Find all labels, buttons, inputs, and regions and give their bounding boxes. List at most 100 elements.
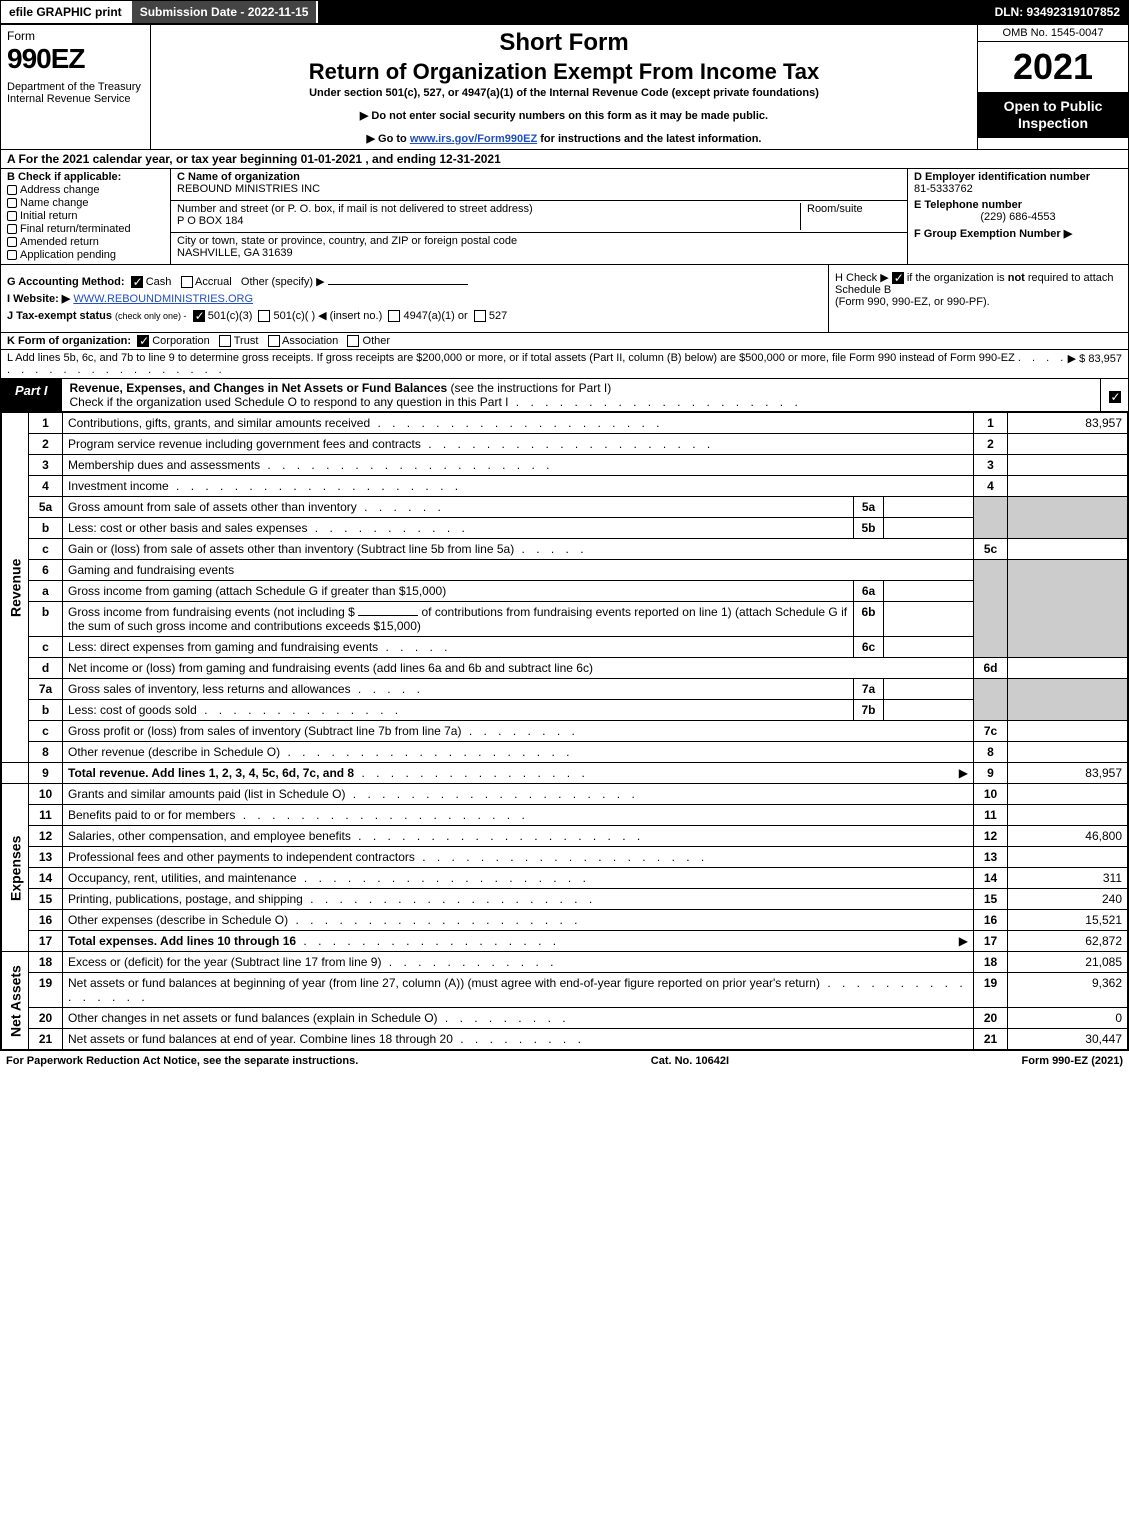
line-16-value: 15,521 [1008, 910, 1128, 931]
chk-4947[interactable] [388, 310, 400, 322]
city-label: City or town, state or province, country… [177, 235, 901, 247]
chk-cash[interactable] [131, 276, 143, 288]
form-title: Return of Organization Exempt From Incom… [161, 59, 967, 85]
line-6d-value [1008, 658, 1128, 679]
part-i-check-line: Check if the organization used Schedule … [70, 395, 509, 409]
line-20-rlabel: 20 [974, 1008, 1008, 1029]
chk-name-change[interactable]: Name change [7, 197, 164, 209]
k-trust: Trust [234, 335, 259, 347]
chk-corporation[interactable] [137, 335, 149, 347]
submission-date: Submission Date - 2022-11-15 [132, 1, 319, 23]
row-i-website: I Website: ▶ WWW.REBOUNDMINISTRIES.ORG [7, 292, 822, 305]
chk-amended-return[interactable]: Amended return [7, 236, 164, 248]
footer-right: Form 990-EZ (2021) [1022, 1055, 1124, 1067]
line-7b-mid: 7b [854, 700, 884, 721]
column-c-org: C Name of organization REBOUND MINISTRIE… [171, 169, 908, 264]
efile-print[interactable]: efile GRAPHIC print [1, 1, 132, 23]
line-2-value [1008, 434, 1128, 455]
footer-right-form: 990-EZ [1052, 1055, 1088, 1067]
j-4947: 4947(a)(1) or [403, 310, 467, 322]
line-10: Expenses 10Grants and similar amounts pa… [2, 784, 1128, 805]
line-18-desc: Excess or (deficit) for the year (Subtra… [68, 955, 381, 969]
room-suite: Room/suite [801, 203, 901, 230]
line-20-desc: Other changes in net assets or fund bala… [68, 1011, 438, 1025]
line-6d-rlabel: 6d [974, 658, 1008, 679]
chk-501c3[interactable] [193, 310, 205, 322]
line-7a: 7aGross sales of inventory, less returns… [2, 679, 1128, 700]
line-6a: aGross income from gaming (attach Schedu… [2, 581, 1128, 602]
chk-527[interactable] [474, 310, 486, 322]
footer-right-pre: Form [1022, 1055, 1053, 1067]
line-12: 12Salaries, other compensation, and empl… [2, 826, 1128, 847]
line-13-dots: . . . . . . . . . . . . . . . . . . . . [415, 850, 708, 864]
line-2: 2Program service revenue including gover… [2, 434, 1128, 455]
line-15-rlabel: 15 [974, 889, 1008, 910]
line-6d-desc: Net income or (loss) from gaming and fun… [63, 658, 974, 679]
line-2-rlabel: 2 [974, 434, 1008, 455]
line-7c-desc: Gross profit or (loss) from sales of inv… [68, 724, 461, 738]
row-a-tax-year: A For the 2021 calendar year, or tax yea… [1, 150, 1128, 169]
chk-trust[interactable] [219, 335, 231, 347]
line-18: Net Assets 18Excess or (deficit) for the… [2, 952, 1128, 973]
open-public-inspection: Open to Public Inspection [978, 92, 1128, 138]
line-19-desc: Net assets or fund balances at beginning… [68, 976, 820, 990]
part-i-instr: (see the instructions for Part I) [447, 381, 611, 395]
part-i-checkbox[interactable] [1100, 379, 1128, 411]
group-exemption-row: F Group Exemption Number ▶ [908, 225, 1128, 242]
goto-note: ▶ Go to www.irs.gov/Form990EZ for instru… [161, 132, 967, 145]
line-15-dots: . . . . . . . . . . . . . . . . . . . . [303, 892, 596, 906]
line-13-value [1008, 847, 1128, 868]
h-text4: (Form 990, 990-EZ, or 990-PF). [835, 296, 990, 308]
row-k-form-org: K Form of organization: Corporation Trus… [1, 333, 1128, 350]
chk-application-pending[interactable]: Application pending [7, 249, 164, 261]
line-1-dots: . . . . . . . . . . . . . . . . . . . . [370, 416, 663, 430]
line-6d: dNet income or (loss) from gaming and fu… [2, 658, 1128, 679]
row-l-gross-receipts: L Add lines 5b, 6c, and 7b to line 9 to … [1, 350, 1128, 379]
line-14-value: 311 [1008, 868, 1128, 889]
chk-address-change-label: Address change [20, 184, 100, 196]
line-9-arrow: ▶ [959, 766, 968, 780]
j-label: J Tax-exempt status [7, 310, 112, 322]
line-11-rlabel: 11 [974, 805, 1008, 826]
line-10-desc: Grants and similar amounts paid (list in… [68, 787, 345, 801]
line-17-arrow: ▶ [959, 934, 968, 948]
chk-schedule-b[interactable] [892, 272, 904, 284]
short-form: Short Form [161, 29, 967, 57]
top-bar: efile GRAPHIC print Submission Date - 20… [0, 0, 1129, 24]
line-15: 15Printing, publications, postage, and s… [2, 889, 1128, 910]
chk-accrual[interactable] [181, 276, 193, 288]
footer-right-post: (2021) [1088, 1055, 1123, 1067]
chk-amended-return-label: Amended return [20, 236, 99, 248]
org-name-row: C Name of organization REBOUND MINISTRIE… [171, 169, 907, 201]
org-name-label: C Name of organization [177, 171, 901, 183]
l-arrow: ▶ $ [1068, 353, 1086, 365]
line-5c-desc: Gain or (loss) from sale of assets other… [68, 542, 514, 556]
i-label: I Website: ▶ [7, 293, 70, 305]
column-b-check: B Check if applicable: Address change Na… [1, 169, 171, 264]
chk-association[interactable] [268, 335, 280, 347]
chk-address-change[interactable]: Address change [7, 184, 164, 196]
line-3-dots: . . . . . . . . . . . . . . . . . . . . [260, 458, 553, 472]
form-subtitle: Under section 501(c), 527, or 4947(a)(1)… [161, 87, 967, 99]
g-other-blank [328, 284, 468, 285]
dln: DLN: 93492319107852 [987, 1, 1128, 23]
city: NASHVILLE, GA 31639 [177, 247, 901, 259]
line-8-desc: Other revenue (describe in Schedule O) [68, 745, 280, 759]
website-link[interactable]: WWW.REBOUNDMINISTRIES.ORG [73, 293, 253, 305]
line-7b-desc: Less: cost of goods sold [68, 703, 197, 717]
chk-501c[interactable] [258, 310, 270, 322]
goto-post: for instructions and the latest informat… [537, 133, 761, 145]
line-12-rlabel: 12 [974, 826, 1008, 847]
line-4-value [1008, 476, 1128, 497]
line-14: 14Occupancy, rent, utilities, and mainte… [2, 868, 1128, 889]
chk-initial-return[interactable]: Initial return [7, 210, 164, 222]
k-other: Other [363, 335, 391, 347]
irs-link[interactable]: www.irs.gov/Form990EZ [410, 133, 537, 145]
ein-label: D Employer identification number [914, 171, 1122, 183]
header-left: Form 990EZ Department of the Treasury In… [1, 25, 151, 149]
org-name: REBOUND MINISTRIES INC [177, 183, 901, 195]
chk-other-org[interactable] [347, 335, 359, 347]
chk-final-return[interactable]: Final return/terminated [7, 223, 164, 235]
line-5b: bLess: cost or other basis and sales exp… [2, 518, 1128, 539]
j-501c3: 501(c)(3) [208, 310, 253, 322]
